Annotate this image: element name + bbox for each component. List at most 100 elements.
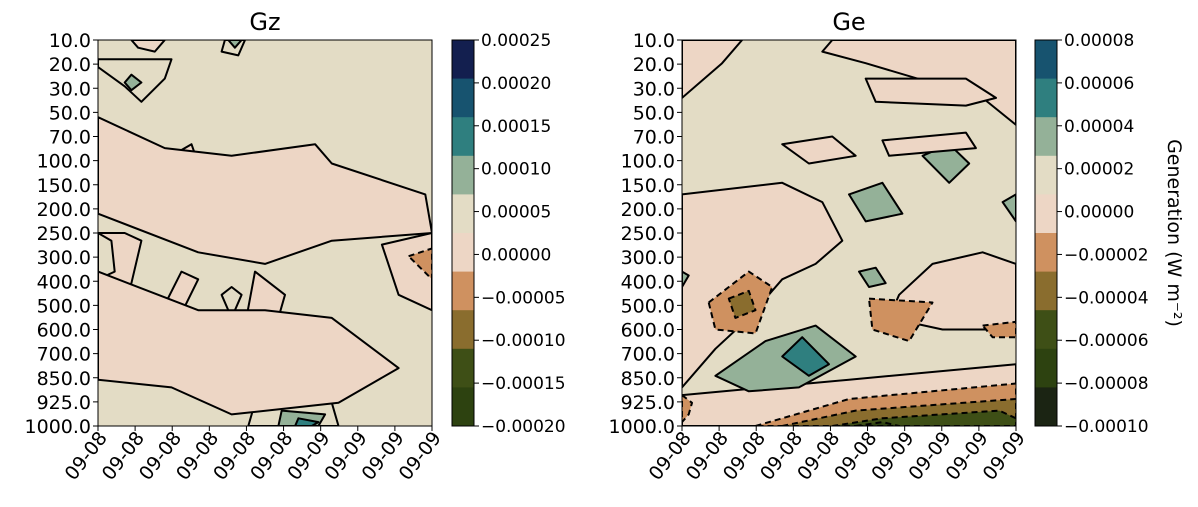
contour-region (130, 40, 166, 53)
colorbar-tick-label: 0.00008 (1064, 31, 1134, 51)
colorbar-tick-label: 0.00005 (481, 203, 551, 223)
colorbar-tick-label: 0.00004 (1064, 117, 1134, 137)
y-tick-label: 925.0 (37, 392, 91, 414)
colorbar-segment (1035, 348, 1057, 388)
contour-region (881, 131, 977, 157)
y-tick-label: 1000.0 (609, 416, 675, 438)
y-tick-label: 150.0 (37, 175, 91, 197)
colorbar-tick-label: 0.00010 (481, 160, 551, 180)
colorbar-tick-label: 0.00006 (1064, 74, 1134, 94)
colorbar-tick-label: −0.00004 (1064, 288, 1149, 308)
y-tick-label: 400.0 (621, 271, 675, 293)
y-tick-label: 500.0 (621, 295, 675, 317)
y-tick-label: 50.0 (633, 102, 675, 124)
colorbar-tick-label: −0.00010 (481, 331, 566, 351)
y-tick-label: 70.0 (49, 127, 91, 149)
y-tick-label: 100.0 (37, 151, 91, 173)
contour-region (864, 77, 997, 107)
chart-title: Gz (249, 8, 280, 36)
ge-panel: Ge 10.020.030.050.0 70.0100.0150.0200.0250… (609, 8, 1185, 485)
colorbar-segment (1035, 233, 1057, 273)
contour-regions (682, 40, 1016, 426)
y-tick-label: 1000.0 (25, 416, 91, 438)
contour-region (854, 421, 901, 426)
contour-region (227, 40, 243, 49)
y-tick-label: 600.0 (621, 320, 675, 342)
y-tick-label: 600.0 (37, 320, 91, 342)
contour-region (781, 336, 830, 377)
y-tick-label: 30.0 (633, 78, 675, 100)
y-tick-label: 700.0 (37, 344, 91, 366)
y-tick-label: 700.0 (621, 344, 675, 366)
chart-title: Ge (832, 8, 865, 36)
contour-region (1001, 193, 1016, 223)
y-tick-label: 50.0 (49, 102, 91, 124)
contour-region (848, 181, 904, 223)
colorbar-tick-label: −0.00008 (1064, 374, 1149, 394)
y-tick-label: 10.0 (633, 30, 675, 52)
colorbar-segment (1035, 117, 1057, 157)
colorbar-segment (1035, 194, 1057, 234)
y-tick-label: 300.0 (621, 247, 675, 269)
colorbar-frame (451, 39, 475, 427)
contour-region (98, 116, 432, 265)
y-tick-label: 850.0 (37, 368, 91, 390)
colorbar-tick-label: 0.00002 (1064, 160, 1134, 180)
colorbar-tick-label: 0.00020 (481, 74, 551, 94)
y-tick-label: 20.0 (49, 54, 91, 76)
contour-region (407, 247, 432, 281)
y-tick-label: 100.0 (621, 151, 675, 173)
colorbar-tick-label: −0.00010 (1064, 417, 1149, 437)
contour-region (727, 289, 757, 319)
colorbar-segment (1035, 387, 1057, 427)
contour-regions (98, 40, 432, 426)
contour-region (781, 135, 857, 165)
y-tick-label: 850.0 (621, 368, 675, 390)
y-tick-label: 250.0 (621, 223, 675, 245)
colorbar-segment (452, 387, 474, 427)
contour-region (981, 320, 1016, 339)
contour-region (682, 270, 690, 288)
colorbar-segment (452, 117, 474, 157)
colorbar-label: Generation (W m⁻²) (1163, 139, 1185, 327)
colorbar-tick-label: −0.00005 (481, 288, 566, 308)
contour-region (682, 394, 693, 424)
contour-region (868, 297, 934, 343)
colorbar-segment (452, 233, 474, 273)
contour-region (858, 266, 887, 288)
colorbar-segment (452, 348, 474, 388)
colorbar-segment (452, 194, 474, 234)
gz-panel: Gz 10.020.030.050.0 70.0100.0150.0200.0250… (25, 8, 566, 485)
y-tick-label: 300.0 (37, 247, 91, 269)
colorbar-tick-label: 0.00015 (481, 117, 551, 137)
y-tick-label: 30.0 (49, 78, 91, 100)
colorbar-frame (1034, 39, 1058, 427)
colorbar-tick-label: 0.00025 (481, 31, 551, 51)
y-tick-label: 400.0 (37, 271, 91, 293)
colorbar-tick-label: −0.00006 (1064, 331, 1149, 351)
y-tick-label: 925.0 (621, 392, 675, 414)
contour-region (98, 232, 116, 281)
contour-region (294, 417, 320, 426)
y-tick-label: 250.0 (37, 223, 91, 245)
colorbar-segment (452, 310, 474, 350)
y-tick-label: 10.0 (49, 30, 91, 52)
colorbar-segment (1035, 78, 1057, 118)
y-tick-label: 200.0 (621, 199, 675, 221)
colorbar-segment (1035, 40, 1057, 80)
contour-region (682, 40, 744, 99)
colorbar-segment (452, 78, 474, 118)
y-tick-label: 500.0 (37, 295, 91, 317)
colorbar-segment (452, 271, 474, 311)
colorbar-tick-label: 0.00000 (481, 245, 551, 265)
colorbar-segment (1035, 155, 1057, 195)
y-tick-label: 150.0 (621, 175, 675, 197)
colorbar-tick-label: −0.00020 (481, 417, 566, 437)
colorbar-segment (1035, 271, 1057, 311)
colorbar-segment (452, 155, 474, 195)
y-tick-label: 200.0 (37, 199, 91, 221)
contour-region (98, 270, 400, 416)
y-tick-label: 70.0 (633, 127, 675, 149)
colorbar-tick-label: 0.00000 (1064, 203, 1134, 223)
